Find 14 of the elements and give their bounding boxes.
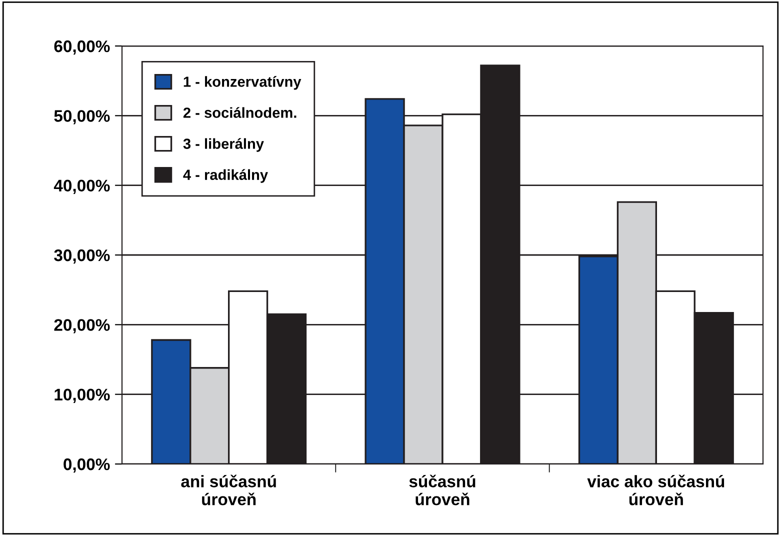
y-tick-label: 0,00% xyxy=(64,458,110,473)
y-tick-label: 10,00% xyxy=(54,388,110,403)
legend-label: 1 - konzervatívny xyxy=(184,76,302,90)
x-tick-label: ani súčasnú úroveň xyxy=(181,474,276,506)
x-tick-label: viac ako súčasnú úroveň xyxy=(587,474,724,506)
y-tick-label: 40,00% xyxy=(54,180,110,194)
legend-label: 4 - radikálny xyxy=(183,169,268,183)
y-tick-label: 60,00% xyxy=(54,40,110,55)
y-tick-label: 30,00% xyxy=(54,249,110,264)
legend-label: 3 - liberálny xyxy=(183,138,264,152)
y-tick-label: 50,00% xyxy=(54,110,110,124)
x-tick-label: súčasnú úroveň xyxy=(409,474,476,506)
y-tick-label: 20,00% xyxy=(54,319,110,334)
legend-label: 2 - sociálnodem. xyxy=(183,107,296,118)
